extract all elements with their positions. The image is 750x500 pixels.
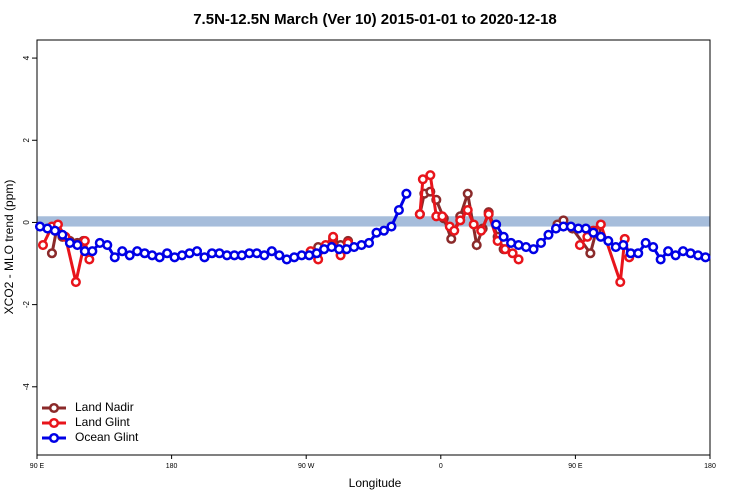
data-point [37,239,49,251]
series-line [41,172,631,283]
data-point [84,254,95,265]
data-point [414,209,425,220]
data-point [72,239,83,251]
y-tick-label: 4 [22,55,31,60]
data-point [328,231,339,242]
data-point [87,246,98,257]
data-point [425,170,436,181]
data-point [455,215,466,226]
data-point [57,229,68,240]
data-point [378,225,390,236]
data-point [162,248,173,259]
data-point [446,233,457,244]
data-point [154,252,165,263]
data-point [417,174,428,185]
data-point [70,276,81,288]
data-point [49,225,60,236]
legend-marker [48,402,60,414]
x-tick-label: 90 W [298,463,315,470]
data-point [491,219,502,230]
y-tick-label: -2 [22,301,31,309]
data-point [498,231,509,242]
data-point [528,244,539,255]
data-point [462,205,473,216]
data-point [462,188,473,199]
x-tick-label: 90 E [30,463,45,470]
data-point [259,250,270,261]
data-point [670,250,681,261]
legend-label: Land Nadir [75,400,134,414]
data-point [595,219,606,230]
data-point [648,242,659,253]
x-axis-label: Longitude [349,476,402,490]
legend-marker [48,432,60,444]
legend-label: Ocean Glint [75,430,139,444]
data-point [574,239,585,251]
y-tick-label: 0 [22,220,31,225]
data-point [117,246,128,257]
data-point [393,205,404,216]
data-point [274,250,285,261]
y-axis-label: XCO2 - MLO trend (ppm) [2,180,16,315]
data-point [663,246,674,257]
y-tick-label: 2 [22,137,31,142]
data-point [191,246,203,257]
data-point [655,254,666,265]
data-point [535,237,547,249]
data-point [580,223,591,234]
data-point [363,237,375,249]
x-tick-label: 180 [166,463,178,470]
data-point [449,225,460,236]
chart-title: 7.5N-12.5N March (Ver 10) 2015-01-01 to … [193,11,557,28]
data-point [543,229,554,240]
x-tick-label: 180 [704,463,716,470]
data-point [500,244,511,255]
data-point [483,209,494,220]
data-point [476,225,487,236]
data-point [507,248,518,259]
legend-label: Land Glint [75,415,130,429]
data-point [46,248,58,259]
data-point [633,248,644,259]
reference-band [37,216,710,227]
data-point [585,248,596,259]
data-point [386,221,397,232]
x-tick-label: 0 [439,463,443,470]
data-point [266,246,277,257]
data-point [618,239,629,251]
data-point [588,227,599,238]
data-point [401,188,412,199]
data-point [615,276,626,288]
data-point [109,252,120,263]
data-point [471,239,482,251]
data-point [437,211,448,222]
x-tick-label: 90 E [568,463,583,470]
data-point [640,237,651,249]
data-point [603,235,614,246]
plot-frame [36,39,711,456]
data-point [595,231,606,242]
data-point [700,252,711,263]
data-point [513,254,524,265]
data-point [468,219,479,230]
data-point [124,250,135,261]
data-point [79,235,90,246]
data-point [102,239,113,251]
legend-marker [48,417,60,429]
y-tick-label: -4 [22,383,31,391]
data-point [199,252,210,263]
data-point [311,248,322,259]
